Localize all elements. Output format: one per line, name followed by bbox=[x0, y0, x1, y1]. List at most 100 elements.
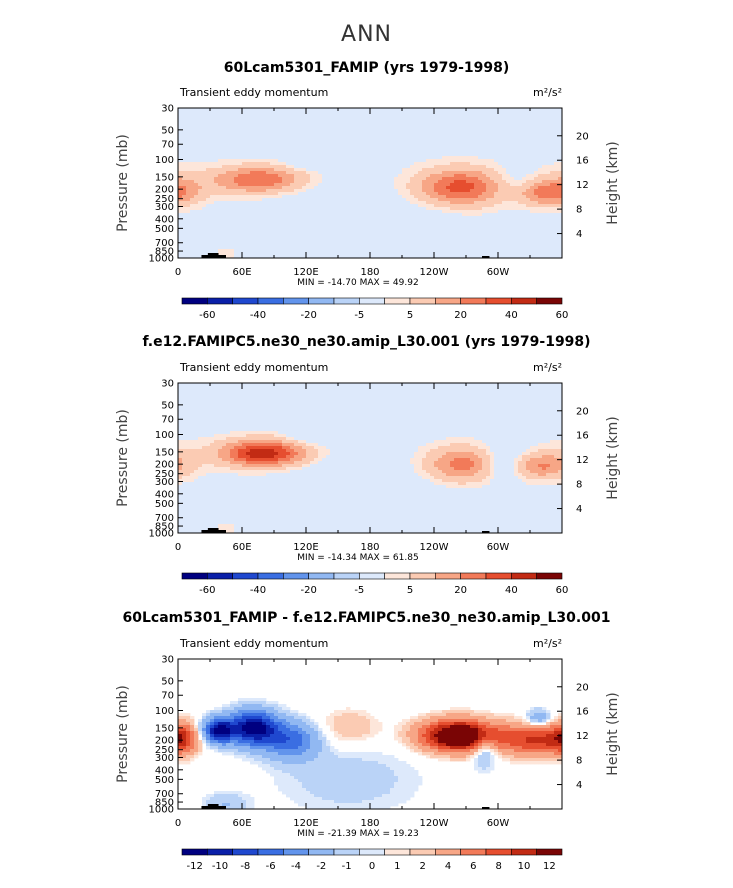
colorbar-swatch bbox=[283, 297, 309, 305]
colorbar-label: 60 bbox=[556, 310, 569, 321]
variable-label: Transient eddy momentum bbox=[179, 637, 328, 650]
contour-field bbox=[178, 383, 563, 534]
y-axis-label: Pressure (mb) bbox=[115, 134, 131, 232]
topography bbox=[482, 256, 490, 258]
colorbar-swatch bbox=[409, 572, 436, 580]
variable-label: Transient eddy momentum bbox=[179, 86, 328, 99]
y-tick-label: 300 bbox=[155, 202, 174, 213]
colorbar-swatch bbox=[511, 297, 537, 305]
colorbar-label: -60 bbox=[199, 310, 215, 321]
colorbar-label: 40 bbox=[505, 585, 518, 596]
y-tick-label: 300 bbox=[155, 753, 174, 764]
y-tick-label: 1000 bbox=[149, 529, 174, 540]
colorbar-label: 5 bbox=[407, 585, 413, 596]
colorbar-swatch bbox=[435, 297, 461, 305]
colorbar-swatch bbox=[308, 297, 335, 305]
y-tick-label: 50 bbox=[161, 400, 174, 411]
y-axis-label: Pressure (mb) bbox=[115, 409, 131, 507]
colorbar-swatch bbox=[384, 572, 411, 580]
y-tick-label: 70 bbox=[161, 691, 174, 702]
x-tick-label: 180 bbox=[360, 818, 379, 829]
x-tick-label: 120E bbox=[293, 267, 318, 278]
colorbar-swatch bbox=[283, 572, 309, 580]
y-tick-label: 250 bbox=[155, 469, 174, 480]
y-tick-label: 150 bbox=[155, 447, 174, 458]
colorbar-label: -20 bbox=[300, 585, 316, 596]
colorbar-swatch bbox=[359, 572, 385, 580]
x-tick-label: 0 bbox=[175, 818, 181, 829]
y-tick-label: 400 bbox=[155, 765, 174, 776]
topography bbox=[482, 531, 490, 533]
topography bbox=[207, 804, 219, 809]
colorbar-swatch bbox=[536, 572, 563, 580]
colorbar-swatch bbox=[409, 297, 436, 305]
colorbar-swatch bbox=[181, 572, 208, 580]
colorbar-swatch bbox=[207, 297, 233, 305]
y-tick-label: 70 bbox=[161, 140, 174, 151]
unit-label: m²/s² bbox=[533, 361, 562, 374]
colorbar-swatch bbox=[257, 572, 284, 580]
y2-tick-label: 20 bbox=[576, 131, 589, 142]
colorbar-swatch bbox=[511, 572, 537, 580]
colorbar-swatch bbox=[333, 848, 360, 856]
x-tick-label: 120E bbox=[293, 818, 318, 829]
x-tick-label: 60E bbox=[232, 267, 251, 278]
panel-2: 0 60E 120E 180 120W 60W3050701001502002503004… bbox=[115, 361, 621, 596]
y-tick-label: 1000 bbox=[149, 805, 174, 816]
y-tick-label: 500 bbox=[155, 499, 174, 510]
y2-tick-label: 16 bbox=[576, 156, 589, 167]
y-tick-label: 250 bbox=[155, 745, 174, 756]
min-max-stats: MIN = -14.70 MAX = 49.92 bbox=[297, 278, 418, 288]
x-tick-label: 120W bbox=[420, 818, 449, 829]
colorbar-label: -5 bbox=[354, 310, 364, 321]
colorbar-swatch bbox=[485, 848, 512, 856]
colorbar-label: 2 bbox=[419, 861, 425, 872]
y-tick-label: 850 bbox=[155, 522, 174, 533]
y-tick-label: 100 bbox=[155, 155, 174, 166]
colorbar-label: 20 bbox=[454, 310, 467, 321]
colorbar-swatch bbox=[409, 848, 436, 856]
y-tick-label: 100 bbox=[155, 706, 174, 717]
y2-tick-label: 20 bbox=[576, 682, 589, 693]
colorbar-label: 60 bbox=[556, 585, 569, 596]
y-tick-label: 700 bbox=[155, 513, 174, 524]
y2-tick-label: 4 bbox=[576, 229, 582, 240]
y2-tick-label: 12 bbox=[576, 731, 589, 742]
x-tick-label: 60W bbox=[487, 542, 510, 553]
colorbar-swatch bbox=[536, 848, 563, 856]
colorbar-label: 12 bbox=[543, 861, 556, 872]
colorbar-swatch bbox=[359, 848, 385, 856]
x-tick-label: 60E bbox=[232, 542, 251, 553]
y2-tick-label: 12 bbox=[576, 455, 589, 466]
contour-field bbox=[178, 108, 563, 259]
colorbar-label: 5 bbox=[407, 310, 413, 321]
colorbar-swatch bbox=[460, 848, 487, 856]
colorbar-label: 0 bbox=[369, 861, 375, 872]
colorbar-label: -60 bbox=[199, 585, 215, 596]
topography bbox=[207, 253, 219, 258]
x-tick-label: 120E bbox=[293, 542, 318, 553]
min-max-stats: MIN = -14.34 MAX = 61.85 bbox=[297, 553, 418, 563]
panel-3-title: 60Lcam5301_FAMIP - f.e12.FAMIPC5.ne30_ne… bbox=[122, 610, 611, 626]
panel-2-title: f.e12.FAMIPC5.ne30_ne30.amip_L30.001 (yr… bbox=[142, 334, 591, 350]
x-tick-label: 60E bbox=[232, 818, 251, 829]
colorbar-label: 20 bbox=[454, 585, 467, 596]
y-tick-label: 400 bbox=[155, 489, 174, 500]
y-tick-label: 200 bbox=[155, 460, 174, 471]
panel-1-title: 60Lcam5301_FAMIP (yrs 1979-1998) bbox=[223, 60, 510, 76]
x-tick-label: 0 bbox=[175, 542, 181, 553]
x-tick-label: 120W bbox=[420, 542, 449, 553]
unit-label: m²/s² bbox=[533, 637, 562, 650]
y-tick-label: 30 bbox=[161, 655, 174, 666]
panel-3: 0 60E 120E 180 120W 60W3050701001502002503004… bbox=[115, 637, 621, 872]
colorbar-swatch bbox=[536, 297, 563, 305]
colorbar-label: -2 bbox=[316, 861, 326, 872]
x-tick-label: 180 bbox=[360, 542, 379, 553]
y-tick-label: 50 bbox=[161, 125, 174, 136]
y-tick-label: 200 bbox=[155, 185, 174, 196]
x-tick-label: 120W bbox=[420, 267, 449, 278]
colorbar-swatch bbox=[181, 848, 208, 856]
colorbar-label: -6 bbox=[266, 861, 276, 872]
colorbar-label: 8 bbox=[495, 861, 501, 872]
figure-title: ANN bbox=[341, 22, 392, 47]
